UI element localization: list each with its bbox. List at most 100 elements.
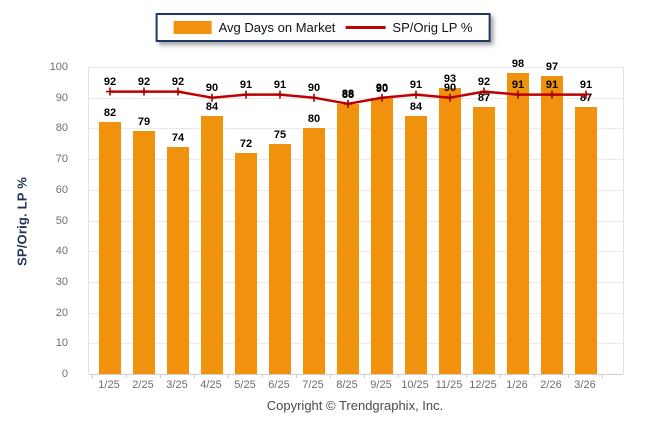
bar-value-label: 75 <box>273 129 287 141</box>
line-value-label: 88 <box>341 88 355 100</box>
x-tick-label: 10/25 <box>401 379 429 391</box>
line-series-swatch-icon <box>345 26 386 29</box>
bar-value-label: 79 <box>137 116 151 128</box>
bar-12-25 <box>473 107 495 374</box>
x-tick-label: 8/25 <box>336 379 358 391</box>
line-point-marker <box>480 87 488 96</box>
bar-3-25 <box>167 147 189 374</box>
y-tick-label: 90 <box>55 91 68 104</box>
x-axis-tick <box>160 374 161 378</box>
x-tick-label: 9/25 <box>370 379 392 391</box>
x-axis-tick <box>126 374 127 378</box>
x-tick-label: 2/25 <box>132 379 154 391</box>
y-tick-label: 0 <box>61 368 68 380</box>
x-axis-tick <box>364 374 365 378</box>
line-series <box>106 87 590 108</box>
line-value-label: 91 <box>409 79 423 91</box>
bar-value-label: 84 <box>409 101 423 113</box>
bar-1-26 <box>507 73 529 374</box>
x-tick-label: 1/25 <box>98 379 120 391</box>
y-tick-label: 70 <box>55 153 68 166</box>
bar-value-label: 80 <box>307 113 321 125</box>
bar-value-label: 84 <box>205 101 219 113</box>
line-value-label: 91 <box>273 79 287 91</box>
y-tick-label: 60 <box>55 183 68 196</box>
line-point-marker <box>344 99 352 108</box>
x-axis-tick <box>330 374 331 378</box>
x-axis-tick <box>92 374 93 378</box>
line-value-label: 92 <box>103 76 117 88</box>
y-tick-label: 50 <box>55 214 68 227</box>
bar-value-label: 90 <box>375 83 389 95</box>
x-tick-label: 12/25 <box>469 379 497 391</box>
x-tick-label: 6/25 <box>268 379 290 391</box>
x-axis-tick <box>534 374 535 378</box>
x-axis-tick <box>296 374 297 378</box>
bar-2-25 <box>133 131 155 374</box>
line-value-label: 90 <box>443 82 457 94</box>
bar-2-26 <box>541 76 563 374</box>
line-value-label: 91 <box>239 79 253 91</box>
bar-9-25 <box>371 98 393 374</box>
line-point-marker <box>208 93 216 102</box>
y-tick-label: 10 <box>55 337 68 350</box>
y-tick-label: 40 <box>55 245 68 258</box>
plot-area: 82 79 74 84 72 75 80 88 90 84 93 87 98 97 87 92 92 92 90 91… <box>88 59 624 375</box>
line-value-label: 92 <box>477 76 491 88</box>
line-value-label: 91 <box>545 79 559 91</box>
bar-11-25 <box>439 88 461 374</box>
line-value-label: 92 <box>137 76 151 88</box>
line-point-marker <box>242 90 250 99</box>
bar-10-25 <box>405 116 427 374</box>
bar-value-label: 97 <box>545 61 559 73</box>
gridline <box>89 67 623 68</box>
legend-line-label: SP/Orig LP % <box>392 20 473 35</box>
line-point-marker <box>412 90 420 99</box>
y-tick-label: 30 <box>55 275 68 288</box>
bar-1-25 <box>99 122 121 374</box>
bar-value-label: 87 <box>477 92 491 104</box>
bar-4-25 <box>201 116 223 374</box>
x-tick-label: 3/25 <box>166 379 188 391</box>
line-point-marker <box>378 93 386 102</box>
x-tick-label: 11/25 <box>435 379 463 391</box>
bar-value-label: 72 <box>239 138 253 150</box>
x-axis-tick <box>262 374 263 378</box>
x-tick-label: 3/26 <box>574 379 596 391</box>
legend-item-line: SP/Orig LP % <box>345 20 472 35</box>
x-axis-tick <box>602 374 603 378</box>
y-tick-label: 80 <box>55 122 68 135</box>
line-point-marker <box>310 93 318 102</box>
line-value-label: 90 <box>307 82 321 94</box>
x-axis-tick <box>194 374 195 378</box>
copyright-text: Copyright © Trendgraphix, Inc. <box>266 398 444 413</box>
line-value-label: 90 <box>205 82 219 94</box>
line-point-marker <box>276 90 284 99</box>
bar-value-label: 88 <box>341 89 355 101</box>
line-point-marker <box>140 87 148 96</box>
line-point-marker <box>174 87 182 96</box>
bar-7-25 <box>303 128 325 374</box>
x-axis-tick <box>432 374 433 378</box>
bar-8-25 <box>337 104 359 374</box>
x-tick-label: 2/26 <box>540 379 562 391</box>
bar-3-26 <box>575 107 597 374</box>
line-point-marker <box>106 87 114 96</box>
x-tick-label: 4/25 <box>200 379 222 391</box>
line-point-marker <box>446 93 454 102</box>
bar-5-25 <box>235 153 257 374</box>
x-tick-label: 7/25 <box>302 379 324 391</box>
bar-series-swatch-icon <box>173 21 212 34</box>
y-tick-label: 100 <box>49 61 68 73</box>
line-value-label: 91 <box>511 79 525 91</box>
x-axis-tick <box>500 374 501 378</box>
bar-value-label: 82 <box>103 107 117 119</box>
bar-value-label: 93 <box>443 73 457 85</box>
line-point-marker <box>582 90 590 99</box>
bar-value-label: 98 <box>511 58 525 70</box>
x-tick-label: 5/25 <box>234 379 256 391</box>
x-axis-tick <box>228 374 229 378</box>
chart-legend: Avg Days on Market SP/Orig LP % <box>155 13 491 42</box>
x-axis-tick <box>398 374 399 378</box>
